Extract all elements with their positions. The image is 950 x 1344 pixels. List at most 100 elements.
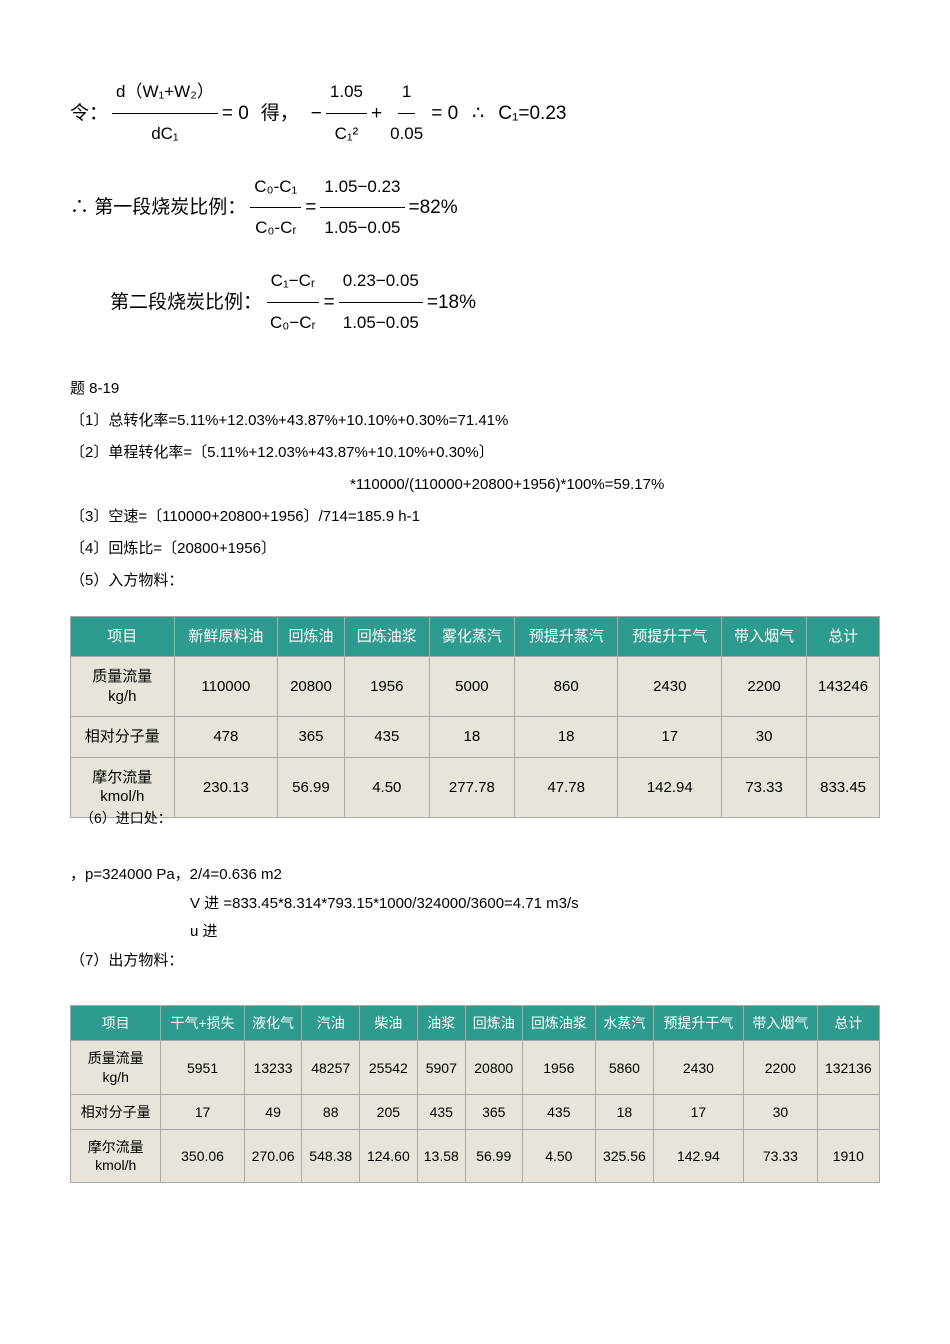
table-cell: 1956: [522, 1041, 596, 1094]
table-cell: 18: [429, 717, 514, 758]
table-cell: 277.78: [429, 757, 514, 817]
input-material-table: 项目新鲜原料油回炼油回炼油浆雾化蒸汽预提升蒸汽预提升干气带入烟气总计 质量流量k…: [70, 616, 880, 818]
equation-3: 第二段烧炭比例： C₁−Cᵣ C₀−Cᵣ = 0.23−0.05 1.05−0.…: [70, 261, 880, 344]
table-header: 带入烟气: [744, 1006, 818, 1041]
table-cell: 365: [465, 1094, 522, 1129]
equation-2: ∴ 第一段烧炭比例： C₀-C₁ C₀-Cᵣ = 1.05−0.23 1.05−…: [70, 167, 880, 250]
table-header: 雾化蒸汽: [429, 616, 514, 657]
table-cell: 270.06: [244, 1130, 302, 1183]
table-cell: 325.56: [596, 1130, 654, 1183]
table-cell: 5907: [417, 1041, 465, 1094]
table-cell: 110000: [174, 657, 278, 717]
table-cell: [807, 717, 880, 758]
table-header: 项目: [71, 616, 175, 657]
eq1-frac3: 1 0.05: [386, 72, 427, 155]
problem-title: 题 8-19: [70, 374, 880, 404]
table-header: 回炼油浆: [344, 616, 429, 657]
table-header: 回炼油: [278, 616, 345, 657]
table-cell: 1910: [817, 1130, 879, 1183]
table-cell: 18: [514, 717, 618, 758]
table-cell: 5951: [161, 1041, 244, 1094]
table-cell: 124.60: [360, 1130, 418, 1183]
equation-1: 令： d（W₁+W₂） dC₁ = 0 得， − 1.05 C₁² + 1 0.…: [70, 72, 880, 155]
table-cell: 相对分子量: [71, 717, 175, 758]
table-cell: 860: [514, 657, 618, 717]
table-cell: 56.99: [465, 1130, 522, 1183]
table-cell: 20800: [465, 1041, 522, 1094]
table-header: 干气+损失: [161, 1006, 244, 1041]
table-cell: 17: [161, 1094, 244, 1129]
mid-block: （6）进口处： ，p=324000 Pa，2/4=0.636 m2 V 进 =8…: [70, 833, 880, 976]
table-cell: 5000: [429, 657, 514, 717]
table-cell: 13233: [244, 1041, 302, 1094]
table-row: 摩尔流量kmol/h350.06270.06548.38124.6013.585…: [71, 1130, 880, 1183]
answer-line-5: （5）入方物料：: [70, 566, 880, 596]
table-header: 总计: [807, 616, 880, 657]
table-cell: 49: [244, 1094, 302, 1129]
mid-line-4: u 进: [70, 918, 880, 947]
table-header: 油浆: [417, 1006, 465, 1041]
table-row: 摩尔流量kmol/h230.1356.994.50277.7847.78142.…: [71, 757, 880, 817]
table-cell: 2200: [722, 657, 807, 717]
table-cell: 47.78: [514, 757, 618, 817]
table-header: 回炼油: [465, 1006, 522, 1041]
eq1-frac2: 1.05 C₁²: [326, 72, 367, 155]
eq1-lead: 令：: [70, 91, 108, 137]
table-cell: 548.38: [302, 1130, 360, 1183]
table-cell: 摩尔流量kmol/h: [71, 1130, 161, 1183]
table-cell: 73.33: [722, 757, 807, 817]
eq1-frac1: d（W₁+W₂） dC₁: [112, 72, 218, 155]
mid-line-5: （7）出方物料：: [70, 947, 880, 976]
answer-line-2: 〔2〕单程转化率=〔5.11%+12.03%+43.87%+10.10%+0.3…: [70, 438, 880, 468]
mid-line-3: V 进 =833.45*8.314*793.15*1000/324000/360…: [70, 890, 880, 919]
table-cell: 相对分子量: [71, 1094, 161, 1129]
table-cell: 56.99: [278, 757, 345, 817]
table-cell: 478: [174, 717, 278, 758]
table-cell: 2430: [653, 1041, 743, 1094]
table-cell: 132136: [817, 1041, 879, 1094]
table-cell: 48257: [302, 1041, 360, 1094]
table-header: 带入烟气: [722, 616, 807, 657]
table-cell: 435: [417, 1094, 465, 1129]
table-cell: 142.94: [653, 1130, 743, 1183]
table-cell: 350.06: [161, 1130, 244, 1183]
table-cell: 18: [596, 1094, 654, 1129]
answers-block: 题 8-19 〔1〕总转化率=5.11%+12.03%+43.87%+10.10…: [70, 374, 880, 596]
answer-line-4: 〔4〕回炼比=〔20800+1956〕: [70, 534, 880, 564]
answer-line-3: 〔3〕空速=〔110000+20800+1956〕/714=185.9 h-1: [70, 502, 880, 532]
table-header: 新鲜原料油: [174, 616, 278, 657]
table-header: 总计: [817, 1006, 879, 1041]
table-header: 液化气: [244, 1006, 302, 1041]
table-cell: 73.33: [744, 1130, 818, 1183]
table-row: 质量流量kg/h59511323348257255425907208001956…: [71, 1041, 880, 1094]
table-cell: 833.45: [807, 757, 880, 817]
table-header: 回炼油浆: [522, 1006, 596, 1041]
output-material-table: 项目干气+损失液化气汽油柴油油浆回炼油回炼油浆水蒸汽预提升干气带入烟气总计 质量…: [70, 1005, 880, 1183]
table-cell: 230.13: [174, 757, 278, 817]
table-header: 汽油: [302, 1006, 360, 1041]
table-cell: 143246: [807, 657, 880, 717]
mid-line-1: （6）进口处：: [80, 810, 172, 826]
table-header: 水蒸汽: [596, 1006, 654, 1041]
mid-line-2: ，p=324000 Pa，2/4=0.636 m2: [70, 861, 880, 890]
table-row: 相对分子量47836543518181730: [71, 717, 880, 758]
table-cell: 4.50: [522, 1130, 596, 1183]
answer-line-2b: *110000/(110000+20800+1956)*100%=59.17%: [70, 470, 880, 500]
table-row: 质量流量kg/h11000020800195650008602430220014…: [71, 657, 880, 717]
table-cell: 2430: [618, 657, 722, 717]
answer-line-1: 〔1〕总转化率=5.11%+12.03%+43.87%+10.10%+0.30%…: [70, 406, 880, 436]
table-cell: 25542: [360, 1041, 418, 1094]
table-cell: 17: [653, 1094, 743, 1129]
table-row: 相对分子量174988205435365435181730: [71, 1094, 880, 1129]
table-cell: 1956: [344, 657, 429, 717]
table-cell: 365: [278, 717, 345, 758]
table-cell: 质量流量kg/h: [71, 1041, 161, 1094]
table-cell: 142.94: [618, 757, 722, 817]
table-cell: [817, 1094, 879, 1129]
table-cell: 30: [722, 717, 807, 758]
table-cell: 17: [618, 717, 722, 758]
table-cell: 2200: [744, 1041, 818, 1094]
table-header: 预提升干气: [653, 1006, 743, 1041]
table-cell: 5860: [596, 1041, 654, 1094]
table-header: 预提升干气: [618, 616, 722, 657]
